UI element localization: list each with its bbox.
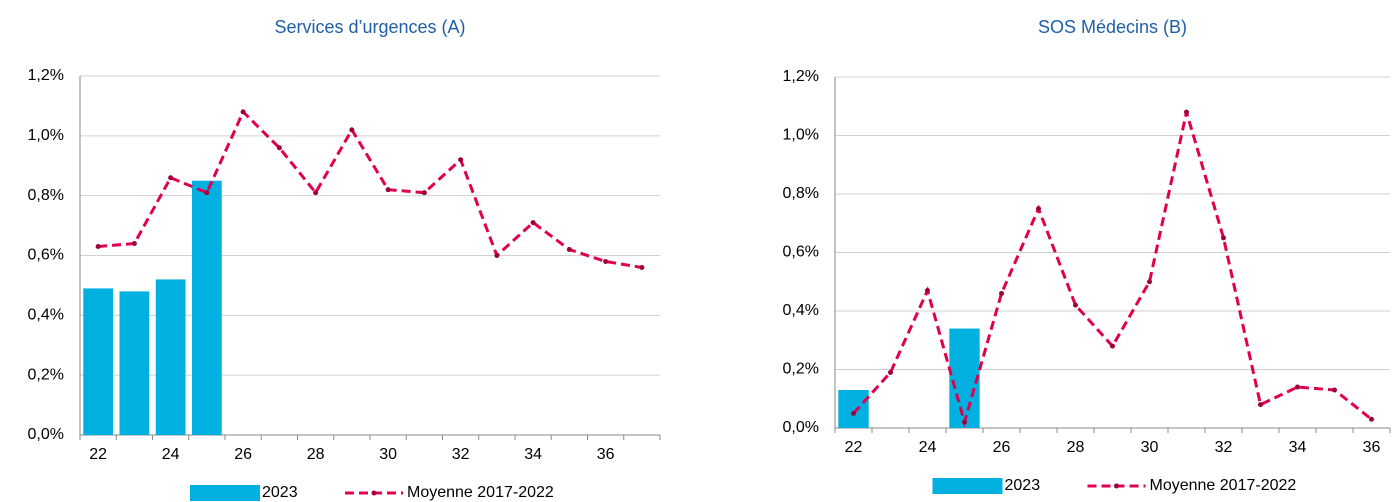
point — [566, 247, 572, 253]
point — [458, 157, 464, 163]
point — [421, 190, 427, 196]
x-tick-label: 30 — [379, 446, 397, 463]
bar — [838, 389, 869, 428]
y-tick-label: 0,4% — [783, 302, 819, 319]
point — [95, 244, 101, 250]
legend-label: Moyenne 2017-2022 — [1150, 477, 1297, 494]
legend-label: 2023 — [1005, 477, 1041, 494]
point — [494, 253, 500, 258]
bar — [155, 279, 186, 435]
point — [131, 241, 137, 247]
y-tick-label: 0,0% — [783, 419, 819, 436]
point — [530, 220, 536, 226]
y-tick-label: 1,0% — [783, 127, 819, 144]
point — [999, 290, 1004, 296]
x-tick-label: 24 — [919, 439, 937, 456]
point — [168, 175, 174, 181]
y-tick-label: 1,0% — [28, 127, 64, 144]
legend-swatch — [371, 490, 377, 496]
x-tick-label: 28 — [1067, 439, 1085, 456]
y-tick-label: 0,6% — [28, 247, 64, 264]
point — [925, 288, 930, 294]
legend-label: Moyenne 2017-2022 — [407, 484, 554, 501]
x-tick-label: 30 — [1141, 439, 1159, 456]
y-tick-label: 1,2% — [28, 67, 64, 84]
point — [1110, 343, 1115, 349]
x-tick-label: 34 — [524, 446, 542, 463]
x-tick-label: 22 — [89, 446, 107, 463]
point — [1295, 384, 1300, 390]
chart-title: Services d’urgences (A) — [274, 17, 465, 37]
point — [1332, 387, 1337, 393]
legend-label: 2023 — [262, 484, 298, 501]
point — [240, 109, 246, 115]
point — [349, 127, 355, 133]
point — [1258, 402, 1263, 408]
y-tick-label: 1,2% — [783, 68, 819, 85]
x-tick-label: 24 — [162, 446, 180, 463]
bar — [192, 180, 222, 435]
y-tick-label: 0,8% — [783, 185, 819, 202]
y-tick-label: 0,0% — [28, 426, 64, 443]
x-tick-label: 28 — [307, 446, 325, 463]
y-tick-label: 0,8% — [28, 187, 64, 204]
point — [851, 410, 856, 416]
x-tick-label: 36 — [597, 446, 615, 463]
x-tick-label: 36 — [1363, 439, 1381, 456]
point — [1221, 235, 1226, 241]
point — [1369, 416, 1374, 422]
bar — [119, 291, 150, 435]
point — [962, 419, 967, 425]
point — [1184, 109, 1189, 115]
point — [313, 190, 319, 196]
y-tick-label: 0,2% — [28, 366, 64, 383]
point — [204, 190, 210, 196]
x-tick-label: 22 — [845, 439, 863, 456]
point — [639, 264, 645, 270]
point — [385, 187, 391, 193]
point — [603, 258, 609, 264]
y-tick-label: 0,2% — [783, 361, 819, 378]
x-tick-label: 26 — [993, 439, 1011, 456]
x-tick-label: 32 — [452, 446, 470, 463]
x-tick-label: 34 — [1289, 439, 1307, 456]
legend-swatch — [190, 485, 260, 501]
y-tick-label: 0,6% — [783, 244, 819, 261]
line — [98, 109, 643, 269]
point — [888, 369, 893, 375]
bar — [949, 328, 980, 428]
x-tick-label: 32 — [1215, 439, 1233, 456]
bar — [83, 288, 113, 435]
line — [852, 111, 1373, 428]
legend-swatch — [932, 478, 1003, 494]
point — [1036, 206, 1041, 212]
legend-swatch — [1114, 483, 1119, 489]
point — [276, 145, 282, 151]
chart-title: SOS Médecins (B) — [1038, 17, 1187, 37]
y-tick-label: 0,4% — [28, 307, 64, 324]
point — [1147, 279, 1152, 285]
x-tick-label: 26 — [234, 446, 252, 463]
point — [1073, 302, 1078, 308]
